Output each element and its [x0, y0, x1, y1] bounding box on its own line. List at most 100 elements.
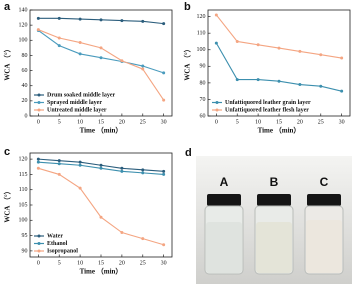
- data-point: [162, 172, 166, 176]
- x-tick-label: 25: [318, 119, 324, 125]
- legend-label: Drum soaked middle layer: [47, 92, 116, 98]
- y-tick-label: 120: [197, 14, 206, 20]
- y-tick-label: 60: [22, 68, 28, 74]
- y-tick-label: 110: [197, 31, 206, 37]
- x-tick-label: 30: [339, 119, 345, 125]
- y-tick-label: 40: [22, 83, 28, 89]
- data-point: [235, 39, 239, 43]
- data-point: [99, 56, 103, 60]
- data-point: [78, 52, 82, 56]
- data-point: [57, 36, 61, 40]
- x-axis-label: Time （min）: [258, 127, 301, 135]
- x-axis-label: Time （min）: [80, 127, 123, 135]
- data-point: [57, 44, 61, 48]
- legend-label: Ethanol: [47, 241, 68, 247]
- data-point: [78, 17, 82, 21]
- data-point: [99, 163, 103, 167]
- x-tick-label: 10: [77, 260, 83, 266]
- legend-marker: [37, 249, 41, 253]
- data-point: [120, 231, 124, 235]
- data-point: [214, 41, 218, 45]
- data-point: [36, 28, 40, 32]
- x-tick-label: 30: [161, 119, 167, 125]
- y-tick-label: 90: [200, 64, 206, 70]
- legend-marker: [37, 93, 41, 97]
- data-point: [99, 166, 103, 170]
- y-tick-label: 70: [200, 97, 206, 103]
- legend-marker: [37, 108, 41, 112]
- x-tick-label: 5: [236, 119, 239, 125]
- data-point: [36, 160, 40, 164]
- y-tick-label: 80: [200, 80, 206, 86]
- x-tick-label: 15: [98, 119, 104, 125]
- vial-label: A: [220, 175, 229, 189]
- chart: b 60 70 80 90 100 110 120 0 5 10 15 20 25 30 Time （min）…: [184, 1, 351, 135]
- data-point: [298, 49, 302, 53]
- x-tick-label: 20: [119, 260, 125, 266]
- data-point: [277, 79, 281, 83]
- x-tick-label: 15: [98, 260, 104, 266]
- y-axis-label: WCA （°）: [4, 45, 12, 80]
- x-tick-label: 10: [255, 119, 261, 125]
- data-point: [256, 43, 260, 47]
- data-point: [162, 98, 166, 102]
- vial-label: C: [320, 175, 329, 189]
- data-point: [57, 159, 61, 163]
- data-point: [141, 67, 145, 71]
- vial: [204, 194, 244, 275]
- data-point: [141, 168, 145, 172]
- chart: a 0 20 40 60 80 100 120 140 0 5 10 15 20 25 30 Time （min…: [4, 1, 173, 135]
- y-tick-label: 100: [197, 47, 206, 53]
- x-tick-label: 15: [276, 119, 282, 125]
- legend-label: Isopropanol: [47, 248, 78, 254]
- data-point: [319, 84, 323, 88]
- chart: c 90 95 100 105 110 115 120 0 5 10 15 20 25 30 Time （mi…: [4, 146, 173, 276]
- y-tick-label: 90: [22, 248, 28, 254]
- y-tick-label: 80: [22, 53, 28, 59]
- x-tick-label: 0: [37, 260, 40, 266]
- data-point: [214, 13, 218, 17]
- data-point: [57, 162, 61, 166]
- data-point: [57, 16, 61, 20]
- legend-marker: [37, 101, 41, 104]
- data-point: [36, 166, 40, 170]
- vial-label: B: [270, 175, 279, 189]
- data-point: [235, 78, 239, 82]
- data-point: [120, 169, 124, 173]
- data-point: [277, 46, 281, 50]
- data-point: [162, 243, 166, 247]
- panel-letter: d: [185, 147, 192, 159]
- data-point: [78, 160, 82, 164]
- data-point: [99, 46, 103, 50]
- data-point: [141, 171, 145, 175]
- y-tick-label: 110: [19, 187, 28, 193]
- photo-panel: d A B C: [185, 147, 352, 284]
- data-point: [120, 19, 124, 23]
- y-axis-label: WCA （°）: [184, 45, 192, 80]
- x-tick-label: 20: [297, 119, 303, 125]
- data-point: [256, 78, 260, 82]
- data-point: [57, 172, 61, 176]
- vial: [254, 194, 294, 275]
- y-axis-label: WCA （°）: [4, 187, 12, 222]
- y-tick-label: 20: [22, 98, 28, 104]
- x-tick-label: 30: [161, 260, 167, 266]
- data-point: [78, 186, 82, 190]
- y-tick-label: 0: [25, 113, 28, 119]
- y-tick-label: 60: [200, 113, 206, 119]
- data-point: [78, 41, 82, 45]
- legend-label: Unfattiquored leather flesh layer: [225, 107, 309, 113]
- data-point: [120, 59, 124, 63]
- y-tick-label: 100: [19, 218, 28, 224]
- legend-label: Unfattiquored leather grain layer: [225, 100, 311, 106]
- legend-marker: [215, 108, 219, 112]
- legend-label: Sprayed middle layer: [47, 100, 102, 106]
- y-tick-label: 100: [19, 38, 28, 44]
- data-point: [36, 157, 40, 161]
- data-point: [141, 64, 145, 68]
- vial: [304, 194, 344, 275]
- x-axis-label: Time （min）: [80, 268, 123, 276]
- data-point: [141, 19, 145, 23]
- panel-letter: a: [4, 1, 11, 13]
